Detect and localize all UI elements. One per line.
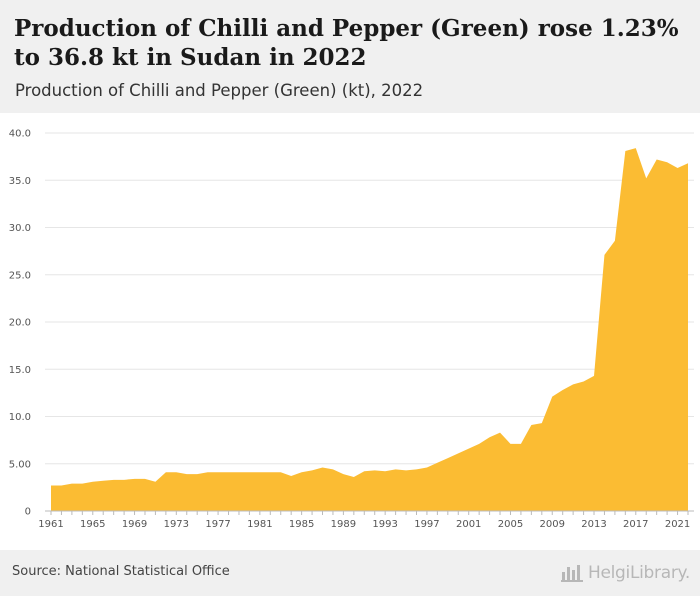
x-tick-label: 1989 xyxy=(331,519,356,530)
x-tick-label: 2021 xyxy=(665,519,690,530)
y-tick-label: 25.0 xyxy=(9,270,31,281)
y-tick-label: 5.00 xyxy=(9,459,31,470)
y-tick-label: 10.0 xyxy=(9,412,31,423)
x-tick-label: 1985 xyxy=(289,519,314,530)
chart-title: Production of Chilli and Pepper (Green) … xyxy=(14,15,679,71)
area-chart: 0 5.00 10.0 15.0 20.0 25.0 30.0 35.0 40.0 1961 196… xyxy=(9,129,694,530)
y-tick-label: 20.0 xyxy=(9,318,31,329)
x-tick-label: 1981 xyxy=(247,519,272,530)
axes: 0 5.00 10.0 15.0 20.0 25.0 30.0 35.0 40.0 1961 196… xyxy=(9,129,694,530)
x-tick-label: 2005 xyxy=(498,519,523,530)
y-tick-label: 0 xyxy=(25,507,31,518)
chart-subtitle: Production of Chilli and Pepper (Green) … xyxy=(15,81,424,100)
y-tick-label: 15.0 xyxy=(9,365,31,376)
building-icon xyxy=(560,565,583,582)
x-tick-label: 1965 xyxy=(80,519,105,530)
x-tick-label: 2009 xyxy=(540,519,565,530)
header-panel: Production of Chilli and Pepper (Green) … xyxy=(0,0,700,113)
x-tick-label: 2001 xyxy=(456,519,481,530)
x-tick-label: 1973 xyxy=(164,519,189,530)
x-tick-label: 2017 xyxy=(623,519,648,530)
production-area xyxy=(51,148,688,511)
helgilibrary-logo: HelgiLibrary. xyxy=(560,560,690,586)
logo-text: HelgiLibrary. xyxy=(587,563,690,583)
series-area xyxy=(50,148,689,511)
y-tick-label: 30.0 xyxy=(9,223,31,234)
x-tick-label: 2013 xyxy=(581,519,606,530)
footer-panel: Source: National Statistical Office Helg… xyxy=(0,550,700,596)
x-tick-label: 1993 xyxy=(372,519,397,530)
x-tick-label: 1961 xyxy=(38,519,63,530)
y-tick-label: 35.0 xyxy=(9,176,31,187)
source-note: Source: National Statistical Office xyxy=(12,564,230,579)
y-tick-label: 40.0 xyxy=(9,129,31,140)
x-tick-label: 1969 xyxy=(122,519,147,530)
x-tick-label: 1997 xyxy=(414,519,439,530)
gridlines xyxy=(45,132,694,465)
x-tick-label: 1977 xyxy=(205,519,230,530)
